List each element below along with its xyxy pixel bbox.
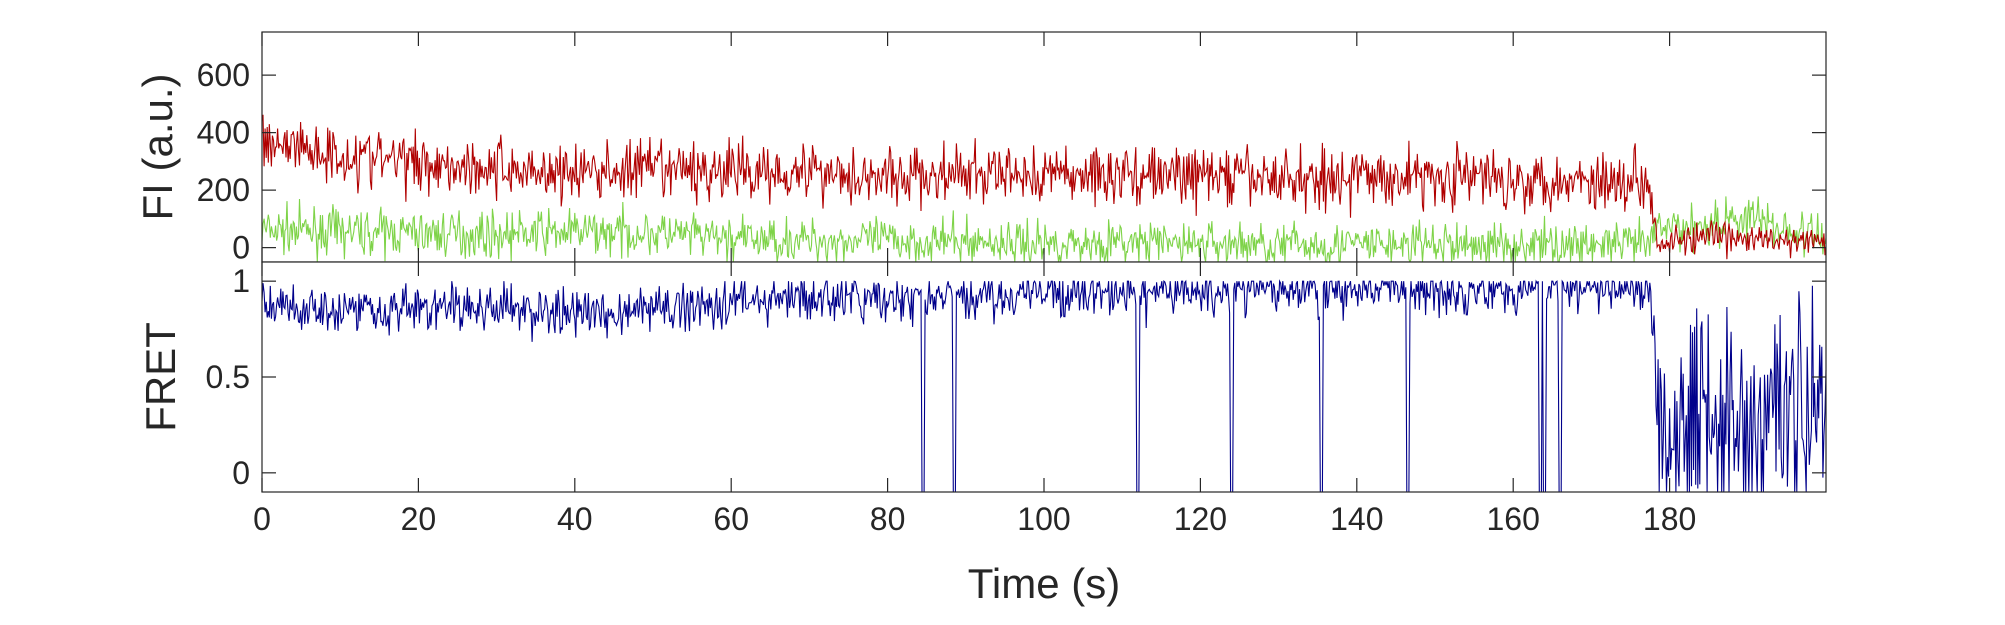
intensity-panel: 0 200 400 600 FI (a.u.): [134, 31, 1827, 266]
fret-y-tick-label: 0.5: [206, 359, 250, 395]
fret-y-tick-label: 0: [232, 455, 250, 491]
fret-y-axis-label: FRET: [137, 322, 184, 432]
time-x-tick-label: 140: [1330, 501, 1383, 537]
intensity-y-axis: 0 200 400 600: [197, 57, 1826, 266]
fret-panel: 00.51 0 20 40 60 80 100 120 140 160 180 FRET Time…: [137, 32, 1827, 607]
intensity-y-tick-label: 400: [197, 115, 250, 151]
fret-plot-area: [262, 262, 1826, 492]
time-x-tick-label: 0: [253, 501, 271, 537]
time-x-tick-label: 160: [1487, 501, 1540, 537]
fret-series-group: [261, 279, 1827, 493]
intensity-y-tick-label: 200: [197, 172, 250, 208]
intensity-y-tick-label: 600: [197, 57, 250, 93]
intensity-y-axis-label: FI (a.u.): [134, 73, 181, 220]
time-x-tick-label: 180: [1643, 501, 1696, 537]
time-x-tick-label: 80: [870, 501, 906, 537]
time-x-tick-label: 40: [557, 501, 593, 537]
fret-y-tick-label: 1: [232, 263, 250, 299]
fret-y-axis: 00.51: [206, 263, 1826, 491]
time-x-tick-label: 100: [1017, 501, 1070, 537]
intensity-plot-area: [262, 32, 1826, 262]
time-x-axis-label: Time (s): [968, 560, 1120, 607]
fret-efficiency-line: [261, 279, 1827, 493]
time-x-tick-label: 20: [401, 501, 437, 537]
intensity-y-tick-label: 0: [232, 230, 250, 266]
time-x-axis: 0 20 40 60 80 100 120 140 160 180: [253, 32, 1696, 537]
time-x-tick-label: 120: [1174, 501, 1227, 537]
time-x-tick-label: 60: [713, 501, 749, 537]
acceptor-intensity-line: [261, 114, 1827, 260]
